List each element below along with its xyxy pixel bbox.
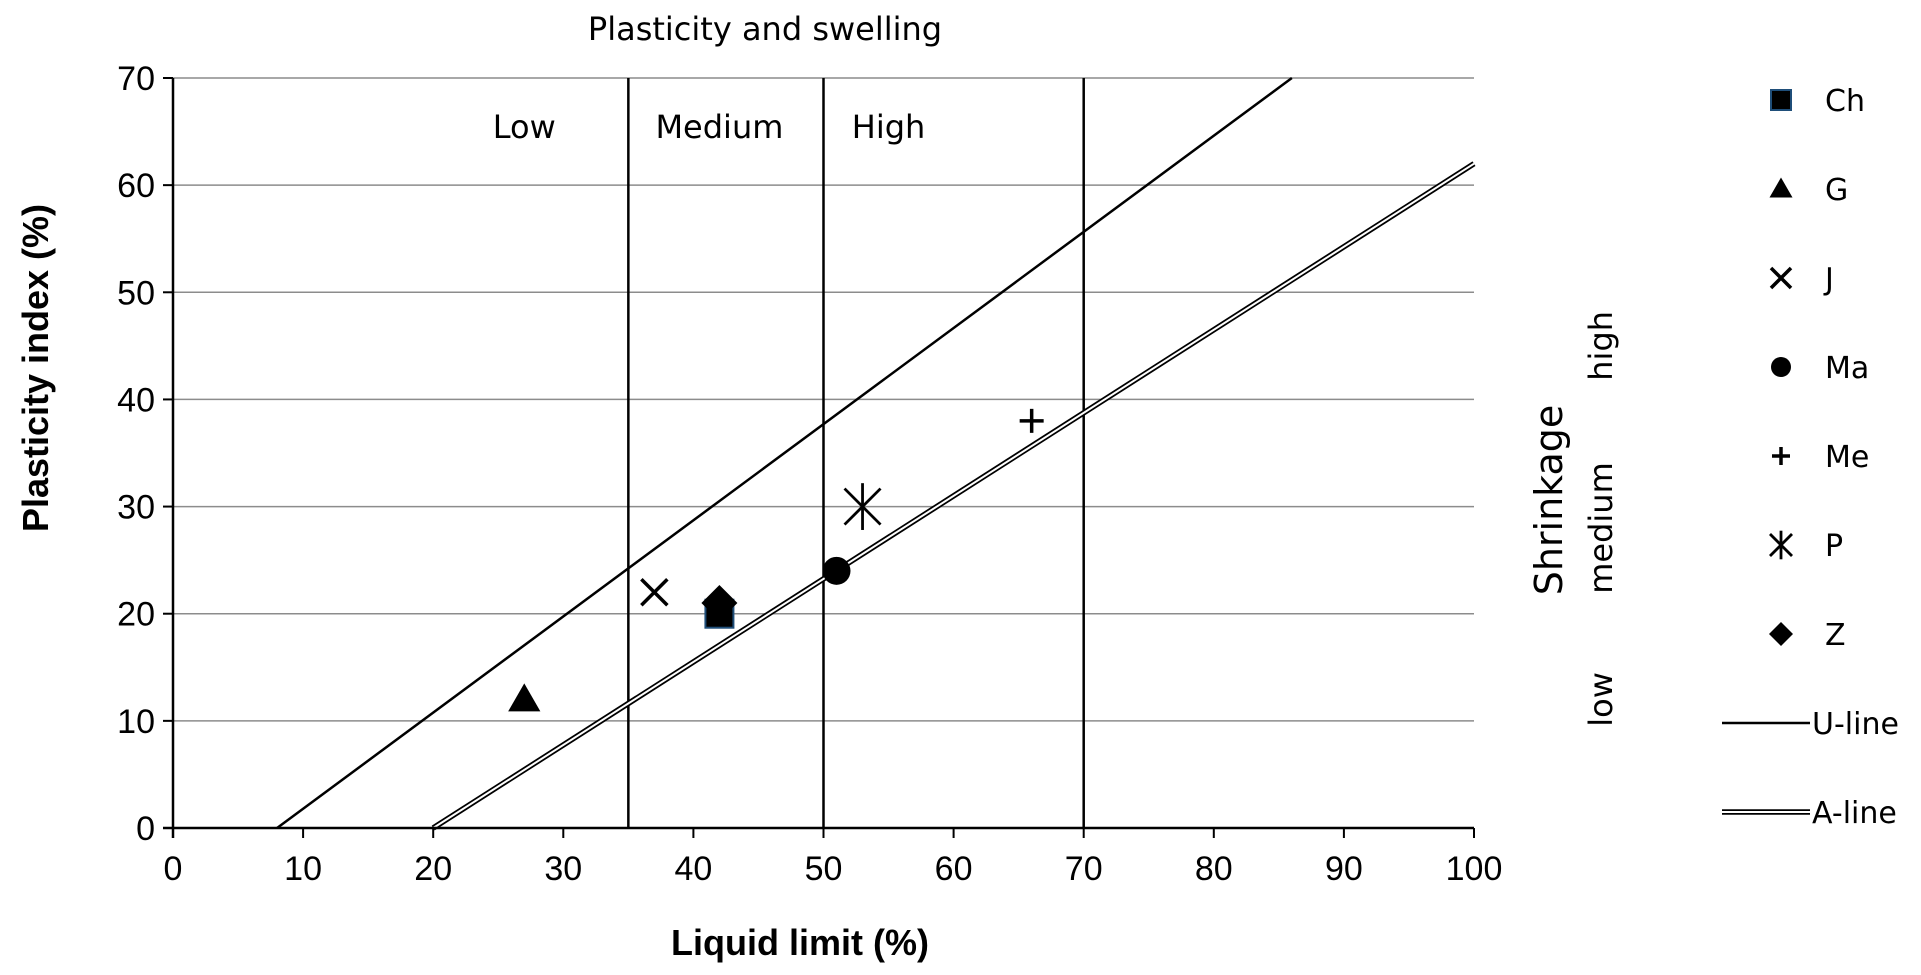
legend-entry-p: P <box>1769 529 1843 564</box>
shrinkage-label-low: low <box>1582 672 1620 727</box>
x-tick-label-100: 100 <box>1446 850 1503 888</box>
y-tick-label-70: 70 <box>117 60 155 98</box>
legend-label-p: P <box>1825 529 1843 564</box>
legend-symbol-g-shape <box>1769 177 1793 198</box>
point-j-stroke-b <box>640 578 669 607</box>
legend-label-ma: Ma <box>1825 351 1869 386</box>
legend-label-me: Me <box>1825 440 1869 475</box>
y-tick-label-10: 10 <box>117 703 155 741</box>
axes <box>163 78 1474 838</box>
y-tick-label-60: 60 <box>117 167 155 205</box>
a-line-inner <box>432 162 1475 829</box>
point-j <box>640 578 669 607</box>
legend-symbol-z-shape <box>1769 622 1793 646</box>
legend-symbol-g <box>1769 177 1793 198</box>
x-tick-label-70: 70 <box>1065 850 1103 888</box>
legend-entry-g: G <box>1769 173 1848 208</box>
legend-entry-z: Z <box>1769 618 1846 653</box>
legend-label-j: J <box>1823 262 1834 297</box>
data-points <box>508 408 1044 712</box>
point-z <box>701 585 738 621</box>
legend-label-a-line: A-line <box>1812 796 1897 831</box>
legend-symbol-me <box>1772 447 1790 465</box>
x-tick-label-50: 50 <box>805 850 843 888</box>
point-g-shape <box>508 683 541 712</box>
x-tick-label-20: 20 <box>414 850 452 888</box>
legend-symbol-ma-shape <box>1771 357 1791 377</box>
y-axis-title: Plasticity index (%) <box>15 204 56 532</box>
point-me <box>1019 408 1044 433</box>
tick-labels: 0 10 20 30 40 50 60 70 80 90 100 0 10 20 30 40 50 60 70 <box>117 60 1502 888</box>
zone-label-high: High <box>852 108 926 146</box>
x-tick-label-0: 0 <box>164 850 183 888</box>
legend-entry-me: Me <box>1772 440 1869 475</box>
x-axis-title: Liquid limit (%) <box>671 922 929 963</box>
point-z-shape <box>701 585 738 621</box>
shrinkage-label-high: high <box>1582 311 1620 381</box>
x-tick-label-80: 80 <box>1195 850 1233 888</box>
y-tick-label-20: 20 <box>117 596 155 634</box>
zone-label-medium: Medium <box>655 108 783 146</box>
x-tick-label-40: 40 <box>674 850 712 888</box>
zone-boundaries: Low Medium High <box>493 78 1085 828</box>
legend-entry-ch: Ch <box>1770 84 1865 119</box>
legend-symbol-z <box>1769 622 1793 646</box>
legend-entry-ma: Ma <box>1771 351 1869 386</box>
legend-entry-u-line: U-line <box>1722 707 1899 742</box>
zone-label-low: Low <box>493 108 556 146</box>
y-tick-label-30: 30 <box>117 489 155 527</box>
point-p <box>843 483 882 530</box>
y-tick-label-50: 50 <box>117 274 155 312</box>
legend-entry-a-line: A-line <box>1722 796 1897 831</box>
x-tick-label-10: 10 <box>284 850 322 888</box>
reference-lines <box>276 76 1476 831</box>
x-tick-label-60: 60 <box>935 850 973 888</box>
y-tick-label-0: 0 <box>136 810 155 848</box>
point-ma <box>822 556 851 585</box>
x-tick-label-90: 90 <box>1325 850 1363 888</box>
legend-label-u-line: U-line <box>1812 707 1899 742</box>
shrinkage-title: Shrinkage <box>1527 405 1571 596</box>
legend: Ch G J Ma Me P Z U-line A-line <box>1722 84 1899 831</box>
chart-title: Plasticity and swelling <box>588 10 942 48</box>
x-tick-label-30: 30 <box>544 850 582 888</box>
point-g <box>508 683 541 712</box>
legend-symbol-p <box>1769 530 1793 560</box>
shrinkage-scale: Shrinkage low medium high <box>1527 311 1620 727</box>
y-tick-label-40: 40 <box>117 381 155 419</box>
legend-symbol-ch-shape <box>1770 89 1792 111</box>
legend-entry-j: J <box>1769 262 1834 297</box>
u-line <box>276 76 1293 830</box>
legend-symbol-j-stroke-b <box>1769 266 1793 290</box>
legend-label-ch: Ch <box>1825 84 1865 119</box>
legend-symbol-j <box>1769 266 1793 290</box>
legend-symbol-ma <box>1771 357 1791 377</box>
legend-symbol-ch <box>1770 89 1792 111</box>
shrinkage-label-medium: medium <box>1582 462 1620 594</box>
legend-label-z: Z <box>1825 618 1846 653</box>
point-ma-shape <box>822 556 851 585</box>
legend-label-g: G <box>1825 173 1848 208</box>
